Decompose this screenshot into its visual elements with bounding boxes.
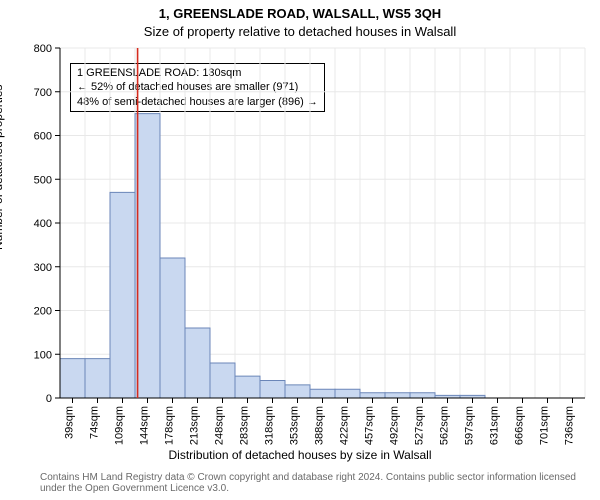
x-tick-label: 39sqm: [64, 406, 76, 439]
histogram-bar: [185, 328, 210, 398]
histogram-bar: [285, 385, 310, 398]
x-tick-label: 248sqm: [214, 406, 226, 445]
x-tick-label: 109sqm: [114, 406, 126, 445]
x-tick-label: 74sqm: [89, 406, 101, 439]
histogram-bar: [110, 192, 135, 398]
y-tick-label: 700: [34, 87, 52, 99]
histogram-svg: 0 100 200 300 400 500 600 700 800 39sqm 74sqm 109sq…: [0, 0, 600, 500]
histogram-bar: [60, 359, 85, 398]
y-tick-label: 600: [34, 131, 52, 143]
x-tick-label: 527sqm: [414, 406, 426, 445]
y-tick-label: 800: [34, 43, 52, 55]
y-tick-label: 300: [34, 262, 52, 274]
x-tick-label: 353sqm: [289, 406, 301, 445]
x-tick-label: 422sqm: [339, 406, 351, 445]
x-tick-label: 631sqm: [489, 406, 501, 445]
histogram-bar: [85, 359, 110, 398]
histogram-bar: [260, 381, 285, 399]
x-tick-label: 283sqm: [239, 406, 251, 445]
y-tick-label: 200: [34, 306, 52, 318]
x-tick-label: 178sqm: [164, 406, 176, 445]
histogram-bar: [360, 393, 385, 398]
x-tick-label: 388sqm: [314, 406, 326, 445]
histogram-bar: [210, 363, 235, 398]
histogram-bar: [410, 393, 435, 398]
y-tick-label: 100: [34, 349, 52, 361]
x-tick-label: 701sqm: [539, 406, 551, 445]
x-tick-label: 597sqm: [464, 406, 476, 445]
x-tick-label: 562sqm: [439, 406, 451, 445]
y-tick-label: 0: [46, 393, 52, 405]
histogram-bar: [135, 114, 160, 398]
x-tick-label: 492sqm: [389, 406, 401, 445]
x-tick-label: 144sqm: [139, 406, 151, 445]
histogram-bar: [160, 258, 185, 398]
y-tick-label: 500: [34, 174, 52, 186]
y-tick-label: 400: [34, 218, 52, 230]
histogram-bar: [310, 389, 335, 398]
x-tick-label: 457sqm: [364, 406, 376, 445]
histogram-bar: [235, 376, 260, 398]
x-tick-label: 213sqm: [189, 406, 201, 445]
x-tick-label: 318sqm: [264, 406, 276, 445]
x-tick-label: 666sqm: [514, 406, 526, 445]
x-tick-label: 736sqm: [564, 406, 576, 445]
histogram-bar: [385, 393, 410, 398]
histogram-bar: [335, 389, 360, 398]
